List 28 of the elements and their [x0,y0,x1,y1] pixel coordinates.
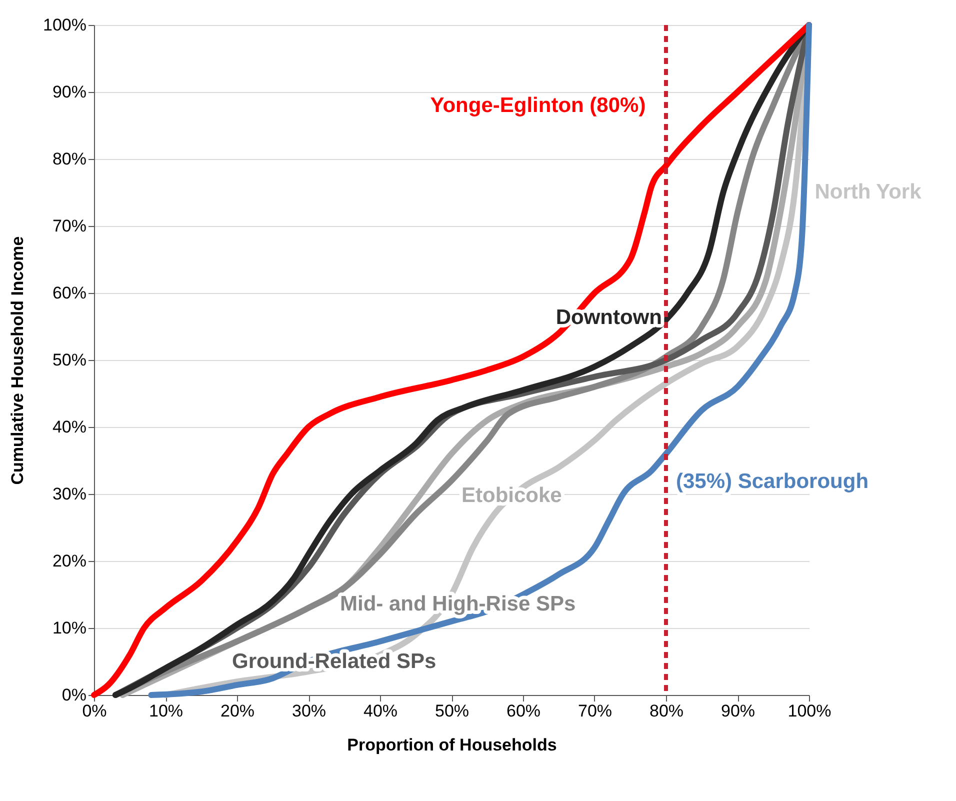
x-tick-label: 50% [434,702,470,720]
y-tick-label: 100% [43,16,86,34]
x-tick-label: 30% [292,702,326,720]
series-label: Etobicoke [462,484,562,507]
series-label: North York [814,180,922,204]
text: Yonge-Eglinton (80%) [430,94,646,117]
x-tick-label: 60% [506,702,541,720]
y-tick-label: 30% [52,484,86,504]
x-tick-label: 10% [148,702,184,720]
x-tick-label: 40% [363,702,398,720]
x-tick-label: 80% [649,702,684,720]
y-tick-label: 80% [52,150,86,168]
y-tick-label: 40% [52,418,86,436]
x-tick-label: 100% [788,702,832,720]
y-tick-label: 0% [62,686,86,704]
x-tick-label: 90% [720,702,756,720]
y-tick-label: 50% [52,350,86,370]
y-axis-title: Cumulative Household Income [8,236,28,485]
y-tick-label: 10% [52,618,86,638]
x-axis-title: Proportion of Households [347,736,557,754]
y-tick-label: 20% [52,552,86,570]
y-tick-label: 90% [52,82,86,102]
y-tick-label: 70% [52,216,86,236]
x-tick-label: 0% [82,702,107,720]
x-tick-label: 70% [578,702,612,720]
x-tick-label: 20% [220,702,255,720]
series-label: (35%) Scarborough [676,470,869,493]
y-tick-label: 60% [52,284,86,302]
